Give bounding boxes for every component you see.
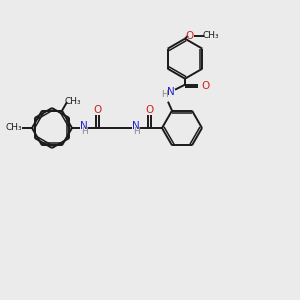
Text: N: N <box>167 87 175 97</box>
Text: N: N <box>80 121 88 131</box>
Text: N: N <box>132 121 140 131</box>
Text: CH₃: CH₃ <box>203 31 219 40</box>
Text: CH₃: CH₃ <box>6 124 22 133</box>
Text: O: O <box>93 105 101 115</box>
Text: H: H <box>162 90 168 99</box>
Text: O: O <box>186 31 194 41</box>
Text: H: H <box>133 128 140 136</box>
Text: CH₃: CH₃ <box>65 97 81 106</box>
Text: H: H <box>81 128 87 136</box>
Text: O: O <box>145 105 153 115</box>
Text: O: O <box>201 81 209 91</box>
